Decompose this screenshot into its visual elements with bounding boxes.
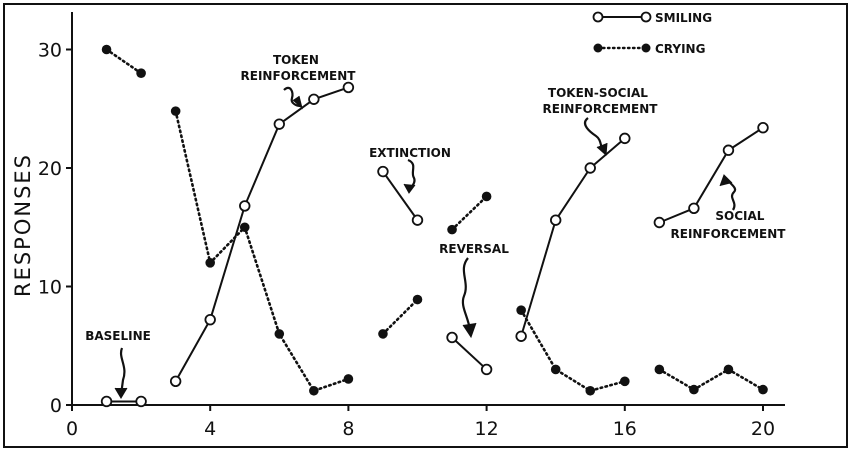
- crying-point: [136, 68, 146, 78]
- baseline-arrowhead: [114, 387, 128, 399]
- crying-point: [343, 374, 354, 384]
- smiling-point: [100, 395, 113, 408]
- crying-point: [101, 44, 112, 55]
- annotation-baseline: BASELINE: [85, 329, 151, 343]
- smiling-point: [653, 216, 666, 229]
- chart-frame: [3, 3, 848, 448]
- legend-crying-marker-right: [641, 43, 651, 53]
- smiling-point: [308, 93, 320, 105]
- smiling-point: [584, 162, 596, 174]
- x-tick-label: 16: [613, 418, 637, 440]
- crying-point: [170, 106, 181, 116]
- x-tick-label: 4: [204, 418, 216, 440]
- crying-point: [447, 224, 457, 235]
- legend-smiling-label: SMILING: [655, 11, 712, 25]
- smiling-point: [515, 330, 527, 342]
- crying-point: [412, 294, 423, 305]
- smiling-point: [273, 118, 286, 130]
- crying-series-line: [381, 298, 419, 336]
- crying-point: [550, 364, 561, 375]
- crying-point: [758, 384, 768, 395]
- y-tick-label: 0: [50, 395, 62, 417]
- reversal-arrowhead: [462, 322, 477, 339]
- smiling-point: [688, 202, 700, 214]
- crying-point: [239, 222, 250, 233]
- legend: SMILING CRYING: [592, 11, 712, 56]
- crying-series-line: [519, 308, 627, 393]
- annotation-token-social: TOKEN-SOCIAL REINFORCEMENT: [543, 86, 659, 116]
- x-tick-label: 8: [342, 418, 354, 440]
- crying-series-line: [658, 367, 765, 392]
- crying-point: [689, 384, 699, 395]
- smiling-series-line: [451, 336, 488, 371]
- crying-series-line: [174, 109, 350, 393]
- crying-point: [378, 329, 388, 339]
- annotation-token: TOKEN REINFORCEMENT: [241, 53, 357, 83]
- annotation-extinction: EXTINCTION: [369, 146, 451, 160]
- smiling-point: [135, 395, 147, 408]
- smiling-point: [722, 144, 735, 156]
- crying-point: [723, 364, 734, 375]
- crying-point: [654, 364, 665, 375]
- smiling-series-line: [382, 170, 419, 221]
- smiling-point: [342, 81, 355, 94]
- crying-point: [274, 329, 285, 339]
- smiling-point: [169, 375, 182, 388]
- legend-smiling-marker-left: [592, 11, 604, 23]
- crying-point: [620, 376, 630, 387]
- y-tick-label: 30: [38, 40, 62, 62]
- crying-point: [516, 305, 526, 316]
- baseline-arrow: [119, 347, 126, 396]
- smiling-point: [757, 122, 769, 134]
- smiling-point: [446, 331, 458, 344]
- reversal-arrow: [461, 257, 472, 331]
- crying-point: [585, 385, 596, 396]
- crying-point: [309, 385, 319, 396]
- social-arrowhead: [719, 174, 733, 187]
- extinction-arrowhead: [403, 183, 416, 194]
- token-arrowhead: [292, 95, 303, 110]
- crying-series-line: [450, 195, 488, 231]
- annotation-social: SOCIAL REINFORCEMENT: [671, 209, 787, 241]
- x-tick-label: 0: [66, 418, 78, 440]
- y-tick-label: 20: [38, 158, 62, 180]
- x-tick-label: 12: [475, 418, 499, 440]
- crying-point: [481, 191, 492, 202]
- smiling-point: [204, 313, 216, 326]
- crying-series-line: [105, 48, 143, 75]
- smiling-point: [411, 214, 424, 226]
- y-tick-label: 10: [38, 277, 62, 299]
- legend-smiling-marker-right: [640, 11, 652, 23]
- smiling-series-line: [520, 137, 626, 337]
- annotation-reversal: REVERSAL: [439, 242, 509, 256]
- smiling-point: [239, 200, 251, 212]
- smiling-point: [480, 363, 493, 376]
- y-axis-label: RESPONSES: [11, 153, 35, 297]
- token-arrow: [283, 86, 301, 108]
- legend-crying-marker-left: [593, 43, 603, 53]
- legend-crying-label: CRYING: [655, 42, 705, 56]
- smiling-point: [377, 165, 389, 178]
- smiling-point: [619, 132, 631, 145]
- x-tick-label: 20: [751, 418, 775, 440]
- crying-point: [205, 258, 215, 268]
- token-social-arrowhead: [596, 142, 608, 157]
- smiling-point: [550, 214, 562, 226]
- smiling-series-line: [174, 86, 349, 382]
- smiling-series-line: [658, 126, 764, 224]
